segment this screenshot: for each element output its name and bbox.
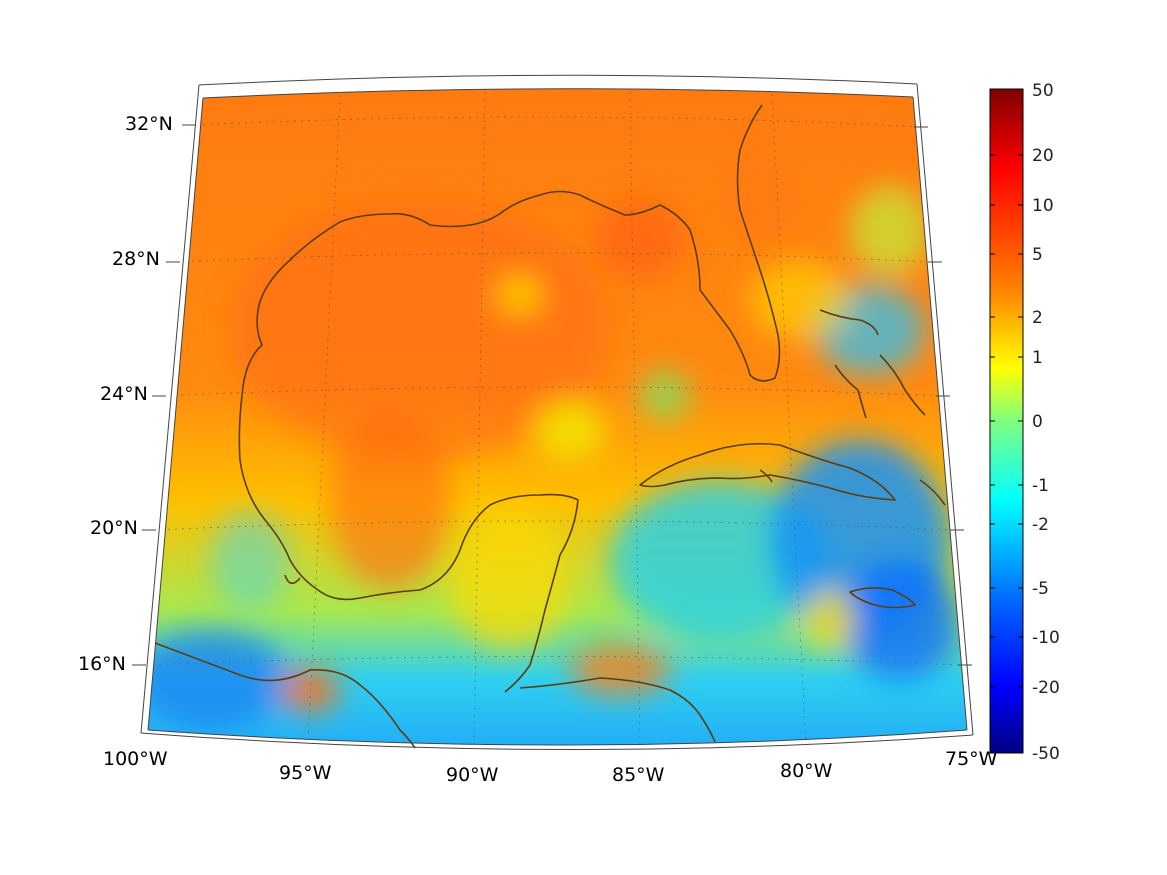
- colorbar-label-neg50: -50: [1032, 744, 1060, 764]
- lon-label-90w: 90°W: [446, 764, 499, 786]
- colorbar-label-2: 2: [1032, 308, 1043, 328]
- colorbar-label-0: 0: [1032, 412, 1043, 432]
- colorbar-label-1: 1: [1032, 348, 1043, 368]
- graticule: [148, 91, 963, 745]
- lat-label-32n: 32°N: [125, 113, 173, 135]
- colorbar-label-neg2: -2: [1032, 515, 1049, 535]
- colorbar-gradient: [989, 88, 1024, 754]
- colorbar-label-neg5: -5: [1032, 579, 1049, 599]
- lon-label-85w: 85°W: [612, 764, 665, 786]
- lon-label-75w: 75°W: [945, 748, 998, 770]
- colorbar-label-neg20: -20: [1032, 678, 1060, 698]
- colorbar-label-5: 5: [1032, 245, 1043, 265]
- lon-label-100w: 100°W: [103, 748, 168, 770]
- colorbar-label-20: 20: [1032, 146, 1054, 166]
- latitude-labels: 32°N 28°N 24°N 20°N 16°N: [78, 113, 173, 675]
- lat-label-24n: 24°N: [100, 383, 148, 405]
- lon-label-95w: 95°W: [279, 762, 332, 784]
- colorbar-label-neg1: -1: [1032, 476, 1049, 496]
- lon-label-80w: 80°W: [780, 760, 833, 782]
- lat-label-16n: 16°N: [78, 653, 126, 675]
- longitude-labels: 100°W 95°W 90°W 85°W 80°W 75°W: [103, 748, 998, 786]
- map-frame: [132, 74, 974, 751]
- colorbar-label-50: 50: [1032, 81, 1054, 101]
- data-field: [148, 88, 967, 745]
- colorbar: 50 20 10 5 2 1 0 -1 -2 -5 -10 -20 -50: [989, 81, 1060, 764]
- colorbar-label-neg10: -10: [1032, 628, 1060, 648]
- lat-label-28n: 28°N: [112, 248, 160, 270]
- colorbar-label-10: 10: [1032, 196, 1054, 216]
- lat-label-20n: 20°N: [90, 517, 138, 539]
- coastlines: [154, 104, 946, 749]
